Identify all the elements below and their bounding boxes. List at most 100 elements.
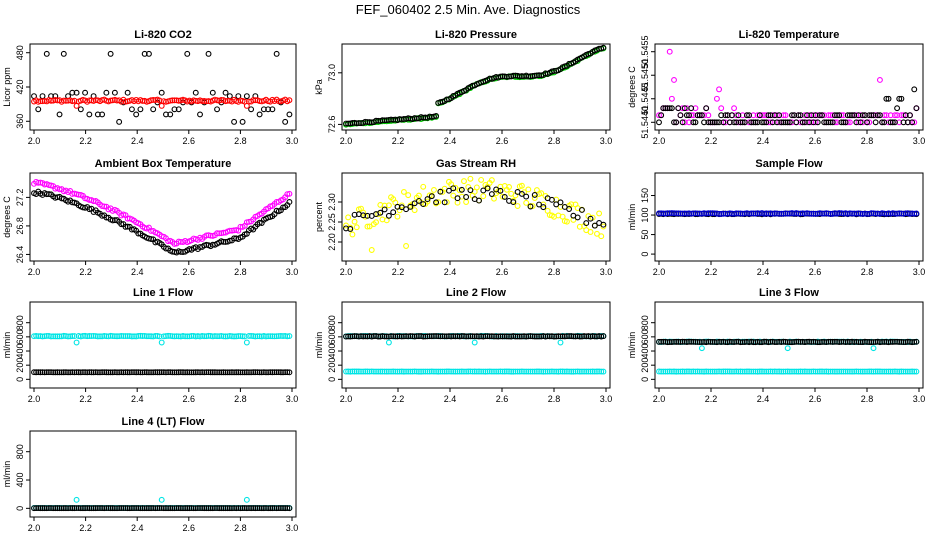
data-point-main — [907, 112, 913, 119]
figure-title: FEF_060402 2.5 Min. Ave. Diagnostics — [355, 2, 581, 17]
data-point-main — [911, 338, 918, 345]
x-tick-label: 2.2 — [705, 394, 718, 404]
data-point-main — [43, 50, 50, 57]
data-point-main — [536, 201, 542, 208]
data-point-main — [548, 196, 555, 203]
data-point-main — [192, 89, 199, 96]
data-point-alt — [450, 192, 457, 199]
x-tick-label: 2.6 — [183, 523, 196, 533]
data-point-main — [765, 112, 772, 119]
data-point-alt — [286, 333, 293, 340]
data-point-alt — [69, 333, 76, 339]
x-tick-label: 2.8 — [548, 394, 561, 404]
data-point-main — [829, 119, 836, 126]
panel-title: Sample Flow — [755, 158, 823, 170]
data-point-main — [763, 119, 770, 126]
data-point-alt — [345, 214, 352, 221]
x-tick-label: 2.4 — [757, 267, 770, 277]
plot-frame — [341, 301, 611, 389]
panel-7: Line 1 Flow 2.0 2.2 2.4 2.6 2.8 3.0 0 2004006008… — [2, 287, 298, 404]
data-point-main — [690, 119, 697, 126]
data-point-main — [286, 198, 293, 205]
data-point-main — [776, 112, 783, 119]
x-tick-label: 2.2 — [705, 136, 718, 146]
data-point-main — [911, 86, 918, 93]
y-axis-label: Licor ppm — [2, 67, 12, 107]
data-point-main — [77, 106, 84, 113]
y-axis-label: ml/min — [627, 332, 637, 359]
y-tick-label: 800 — [15, 444, 25, 459]
x-tick-label: 2.2 — [79, 136, 92, 146]
data-point-main — [531, 191, 538, 198]
data-point-main — [433, 112, 440, 119]
data-point-main — [175, 106, 182, 113]
data-point-alt — [364, 223, 371, 230]
data-point-main — [793, 119, 800, 126]
data-point-main — [286, 505, 293, 512]
plot-frame — [29, 172, 297, 262]
data-point-main — [518, 190, 525, 197]
y-tick-label: 200 — [327, 358, 337, 373]
data-point-alt — [463, 199, 470, 205]
data-points — [31, 50, 293, 125]
data-point-main — [789, 112, 795, 119]
data-point-main — [158, 89, 165, 96]
data-point-main — [735, 112, 742, 119]
panel-title: Line 2 Flow — [446, 287, 506, 299]
data-point-main — [834, 112, 840, 119]
data-point-alt — [351, 218, 358, 225]
x-tick-label: 2.0 — [653, 267, 666, 277]
y-axis-label: kPa — [314, 79, 324, 95]
data-point-alt — [525, 186, 532, 193]
data-point-alt — [911, 119, 918, 126]
data-point-main — [111, 89, 118, 96]
x-tick-label: 2.0 — [28, 523, 41, 533]
data-point-alt — [420, 183, 427, 190]
plot-frame — [29, 301, 297, 389]
data-point-alt — [349, 231, 356, 238]
data-point-main — [675, 105, 682, 112]
x-tick-label: 2.0 — [340, 136, 353, 146]
data-point-alt — [594, 230, 600, 237]
data-point-main — [60, 50, 67, 57]
data-point-alt — [538, 190, 545, 197]
plot-frame — [29, 430, 297, 518]
data-point-main — [56, 111, 63, 118]
data-point-main — [415, 197, 422, 204]
x-tick-label: 2.4 — [444, 267, 457, 277]
x-tick-label: 2.4 — [131, 394, 144, 404]
data-point-main — [377, 209, 384, 216]
data-point-main — [795, 112, 802, 119]
data-points — [656, 48, 920, 126]
data-points — [31, 178, 293, 256]
data-point-alt — [870, 345, 877, 352]
data-points — [31, 332, 293, 376]
data-point-main — [381, 206, 388, 213]
data-point-main — [698, 112, 705, 119]
data-point-main — [428, 193, 435, 200]
data-point-main — [411, 200, 418, 207]
data-point-main — [420, 201, 427, 208]
data-point-main — [450, 185, 457, 192]
data-point-main — [501, 193, 508, 200]
data-point-alt — [656, 112, 662, 119]
data-points — [343, 44, 607, 128]
data-point-main — [696, 112, 703, 119]
x-tick-label: 2.0 — [28, 267, 41, 277]
data-point-main — [566, 206, 573, 212]
data-point-main — [243, 93, 250, 100]
data-point-main — [523, 193, 530, 200]
data-point-main — [385, 212, 392, 219]
data-point-main — [497, 187, 504, 194]
y-tick-label: 800 — [15, 315, 25, 330]
data-point-alt — [531, 195, 538, 201]
panel-title: Line 4 (LT) Flow — [122, 416, 205, 428]
x-tick-label: 2.2 — [705, 267, 718, 277]
data-point-main — [209, 89, 216, 96]
data-point-alt — [587, 229, 594, 235]
data-point-main — [671, 119, 677, 126]
data-point-main — [269, 106, 276, 113]
data-point-main — [587, 215, 594, 222]
data-point-main — [679, 119, 686, 126]
